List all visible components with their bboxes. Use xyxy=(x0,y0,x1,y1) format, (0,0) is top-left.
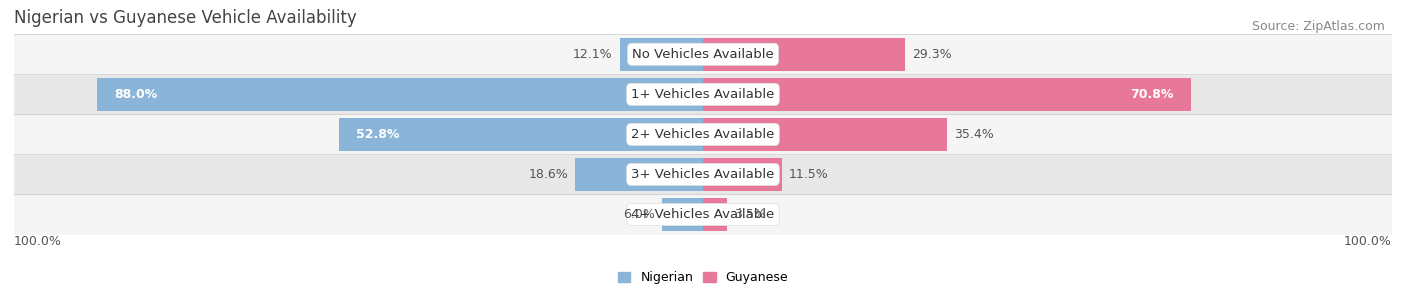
Text: 18.6%: 18.6% xyxy=(529,168,568,181)
Text: 29.3%: 29.3% xyxy=(911,48,952,61)
Text: 3.5%: 3.5% xyxy=(734,208,766,221)
Text: 11.5%: 11.5% xyxy=(789,168,830,181)
Bar xyxy=(97,78,703,111)
Bar xyxy=(14,114,1392,154)
Text: 52.8%: 52.8% xyxy=(357,128,399,141)
Text: 12.1%: 12.1% xyxy=(574,48,613,61)
Text: 35.4%: 35.4% xyxy=(953,128,994,141)
Bar xyxy=(662,198,703,231)
Bar xyxy=(14,74,1392,114)
Text: 4+ Vehicles Available: 4+ Vehicles Available xyxy=(631,208,775,221)
Bar xyxy=(703,78,1191,111)
Text: 6.0%: 6.0% xyxy=(623,208,655,221)
Bar xyxy=(575,158,703,191)
Text: Source: ZipAtlas.com: Source: ZipAtlas.com xyxy=(1251,20,1385,33)
Bar xyxy=(14,154,1392,194)
Bar xyxy=(703,158,782,191)
Text: 2+ Vehicles Available: 2+ Vehicles Available xyxy=(631,128,775,141)
Bar xyxy=(703,118,946,151)
Text: 88.0%: 88.0% xyxy=(114,88,157,101)
Legend: Nigerian, Guyanese: Nigerian, Guyanese xyxy=(617,271,789,284)
Text: 100.0%: 100.0% xyxy=(1344,235,1392,247)
Bar xyxy=(14,34,1392,74)
Bar xyxy=(339,118,703,151)
Bar xyxy=(620,38,703,71)
Text: No Vehicles Available: No Vehicles Available xyxy=(633,48,773,61)
Text: 3+ Vehicles Available: 3+ Vehicles Available xyxy=(631,168,775,181)
Bar xyxy=(14,194,1392,235)
Bar xyxy=(703,38,905,71)
Text: Nigerian vs Guyanese Vehicle Availability: Nigerian vs Guyanese Vehicle Availabilit… xyxy=(14,9,357,27)
Bar xyxy=(703,198,727,231)
Text: 70.8%: 70.8% xyxy=(1130,88,1174,101)
Text: 1+ Vehicles Available: 1+ Vehicles Available xyxy=(631,88,775,101)
Text: 100.0%: 100.0% xyxy=(14,235,62,247)
